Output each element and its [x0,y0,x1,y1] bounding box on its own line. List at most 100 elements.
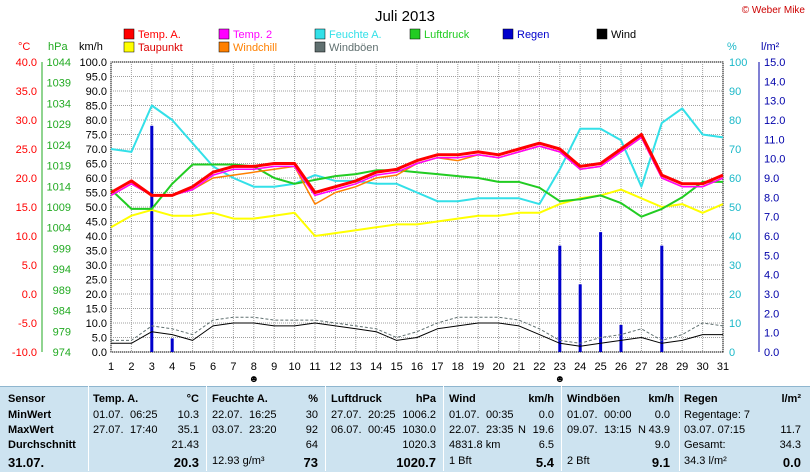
tick-day: 16 [411,361,423,373]
tick-rain: 15.0 [764,57,785,69]
tick-temp: -10.0 [12,347,37,359]
temp-date: 01.07. [93,409,124,421]
tick-kmh: 25.0 [86,275,107,287]
tick-pct: 40 [729,231,741,243]
summary-table: Sensor Temp. A. °C Feuchte A.% Luftdruck hPa W… [0,386,810,472]
tick-pct: 80 [729,115,741,127]
regen-value: 0.0 [782,455,801,470]
series-line-luftdruck [110,163,723,218]
legend-label: Regen [517,29,549,41]
tick-temp: 40.0 [16,57,37,69]
regen-text: 34.3 l/m² [684,455,727,467]
tick-pct: 20 [729,289,741,301]
tick-pct: 0 [729,347,735,359]
luft-value: 1020.3 [402,439,436,451]
summary-header-row: Sensor Temp. A. °C Feuchte A.% Luftdruck hPa W… [0,392,810,407]
tick-rain: 3.0 [764,289,779,301]
tick-kmh: 10.0 [86,318,107,330]
tick-temp: 10.0 [16,231,37,243]
header-luft-unit: hPa [415,393,436,405]
tick-day: 3 [149,361,155,373]
wind-value: 0.0 [538,409,554,421]
tick-kmh: 65.0 [86,159,107,171]
tick-rain: 0.0 [764,347,779,359]
legend-swatch [314,41,326,53]
regen-value: 34.3 [779,439,801,451]
luft-time: 00:45 [368,424,396,436]
rain-bar [599,232,603,352]
boeen-time: 13:15 [604,424,632,436]
tick-rain: 2.0 [764,308,779,320]
tick-temp: -5.0 [18,318,37,330]
wind-date: 22.07. [449,424,480,436]
tick-pct: 50 [729,202,741,214]
copyright-label: © Weber Mike [742,5,806,16]
regen-text: 03.07. 07:15 [684,424,746,436]
tick-temp: 30.0 [16,115,37,127]
tick-day: 4 [169,361,175,373]
boeen-date: 09.07. [567,424,598,436]
tick-hpa: 974 [53,347,71,359]
tick-rain: 1.0 [764,328,779,340]
wind-time: 23:35 [486,424,514,436]
tick-hpa: 984 [53,306,71,318]
regen-value: 11.7 [780,424,801,436]
boeen-time: 00:00 [604,409,632,421]
tick-temp: 25.0 [16,144,37,156]
rain-bar [170,338,174,352]
feuchte-value: 73 [303,455,318,470]
axis-title-hpa: hPa [48,41,68,53]
tick-day: 28 [656,361,668,373]
header-luft: Luftdruck [331,393,382,405]
feuchte-value: 30 [305,409,318,421]
tick-hpa: 1009 [47,202,71,214]
tick-hpa: 1014 [47,181,71,193]
legend-swatch [123,28,135,40]
axis-title-pct: % [727,41,737,53]
tick-day: 18 [452,361,464,373]
legend-swatch [123,41,135,53]
luft-value: 1020.7 [396,455,436,470]
summary-row: MaxWert 27.07. 17:40 35.1 03.07. 23:20 92 06.07… [0,423,810,438]
tick-hpa: 1024 [47,140,71,152]
tick-rain: 8.0 [764,192,779,204]
tick-day: 1 [108,361,114,373]
tick-kmh: 70.0 [86,144,107,156]
series-line-temp-2 [110,136,724,197]
tick-day: 12 [329,361,341,373]
tick-pct: 100 [729,57,747,69]
tick-day: 26 [615,361,627,373]
tick-pct: 10 [729,318,741,330]
tick-rain: 10.0 [764,154,785,166]
tick-rain: 11.0 [764,134,785,146]
tick-day: 20 [492,361,504,373]
legend-swatch [596,28,608,40]
tick-day: 23 [554,361,566,373]
legend-label: Wind [611,29,636,41]
series-line-taupunkt [110,188,724,237]
tick-day: 9 [271,361,277,373]
tick-day: 24 [574,361,586,373]
header-boeen-unit: km/h [648,393,674,405]
column-separator [325,386,326,471]
row-label: MaxWert [8,424,54,436]
regen-text: Gesamt: [684,439,726,451]
tick-kmh: 50.0 [86,202,107,214]
tick-hpa: 1034 [47,98,71,110]
tick-day: 13 [350,361,362,373]
legend-label: Temp. A. [138,29,181,41]
feuchte-value: 64 [305,439,318,451]
chart-axes: °C hPa km/h40.035.030.025.020.015.010.05.0… [12,41,786,385]
temp-value: 20.3 [173,455,199,470]
tick-rain: 14.0 [764,76,785,88]
tick-temp: 20.0 [16,173,37,185]
header-feuchte: Feuchte A. [212,393,268,405]
wind-value: 19.6 [532,424,554,436]
temp-time: 06:25 [130,409,158,421]
legend-swatch [218,28,230,40]
series-line-wind [111,322,723,347]
tick-kmh: 20.0 [86,289,107,301]
tick-pct: 30 [729,260,741,272]
tick-kmh: 30.0 [86,260,107,272]
tick-hpa: 989 [53,285,71,297]
